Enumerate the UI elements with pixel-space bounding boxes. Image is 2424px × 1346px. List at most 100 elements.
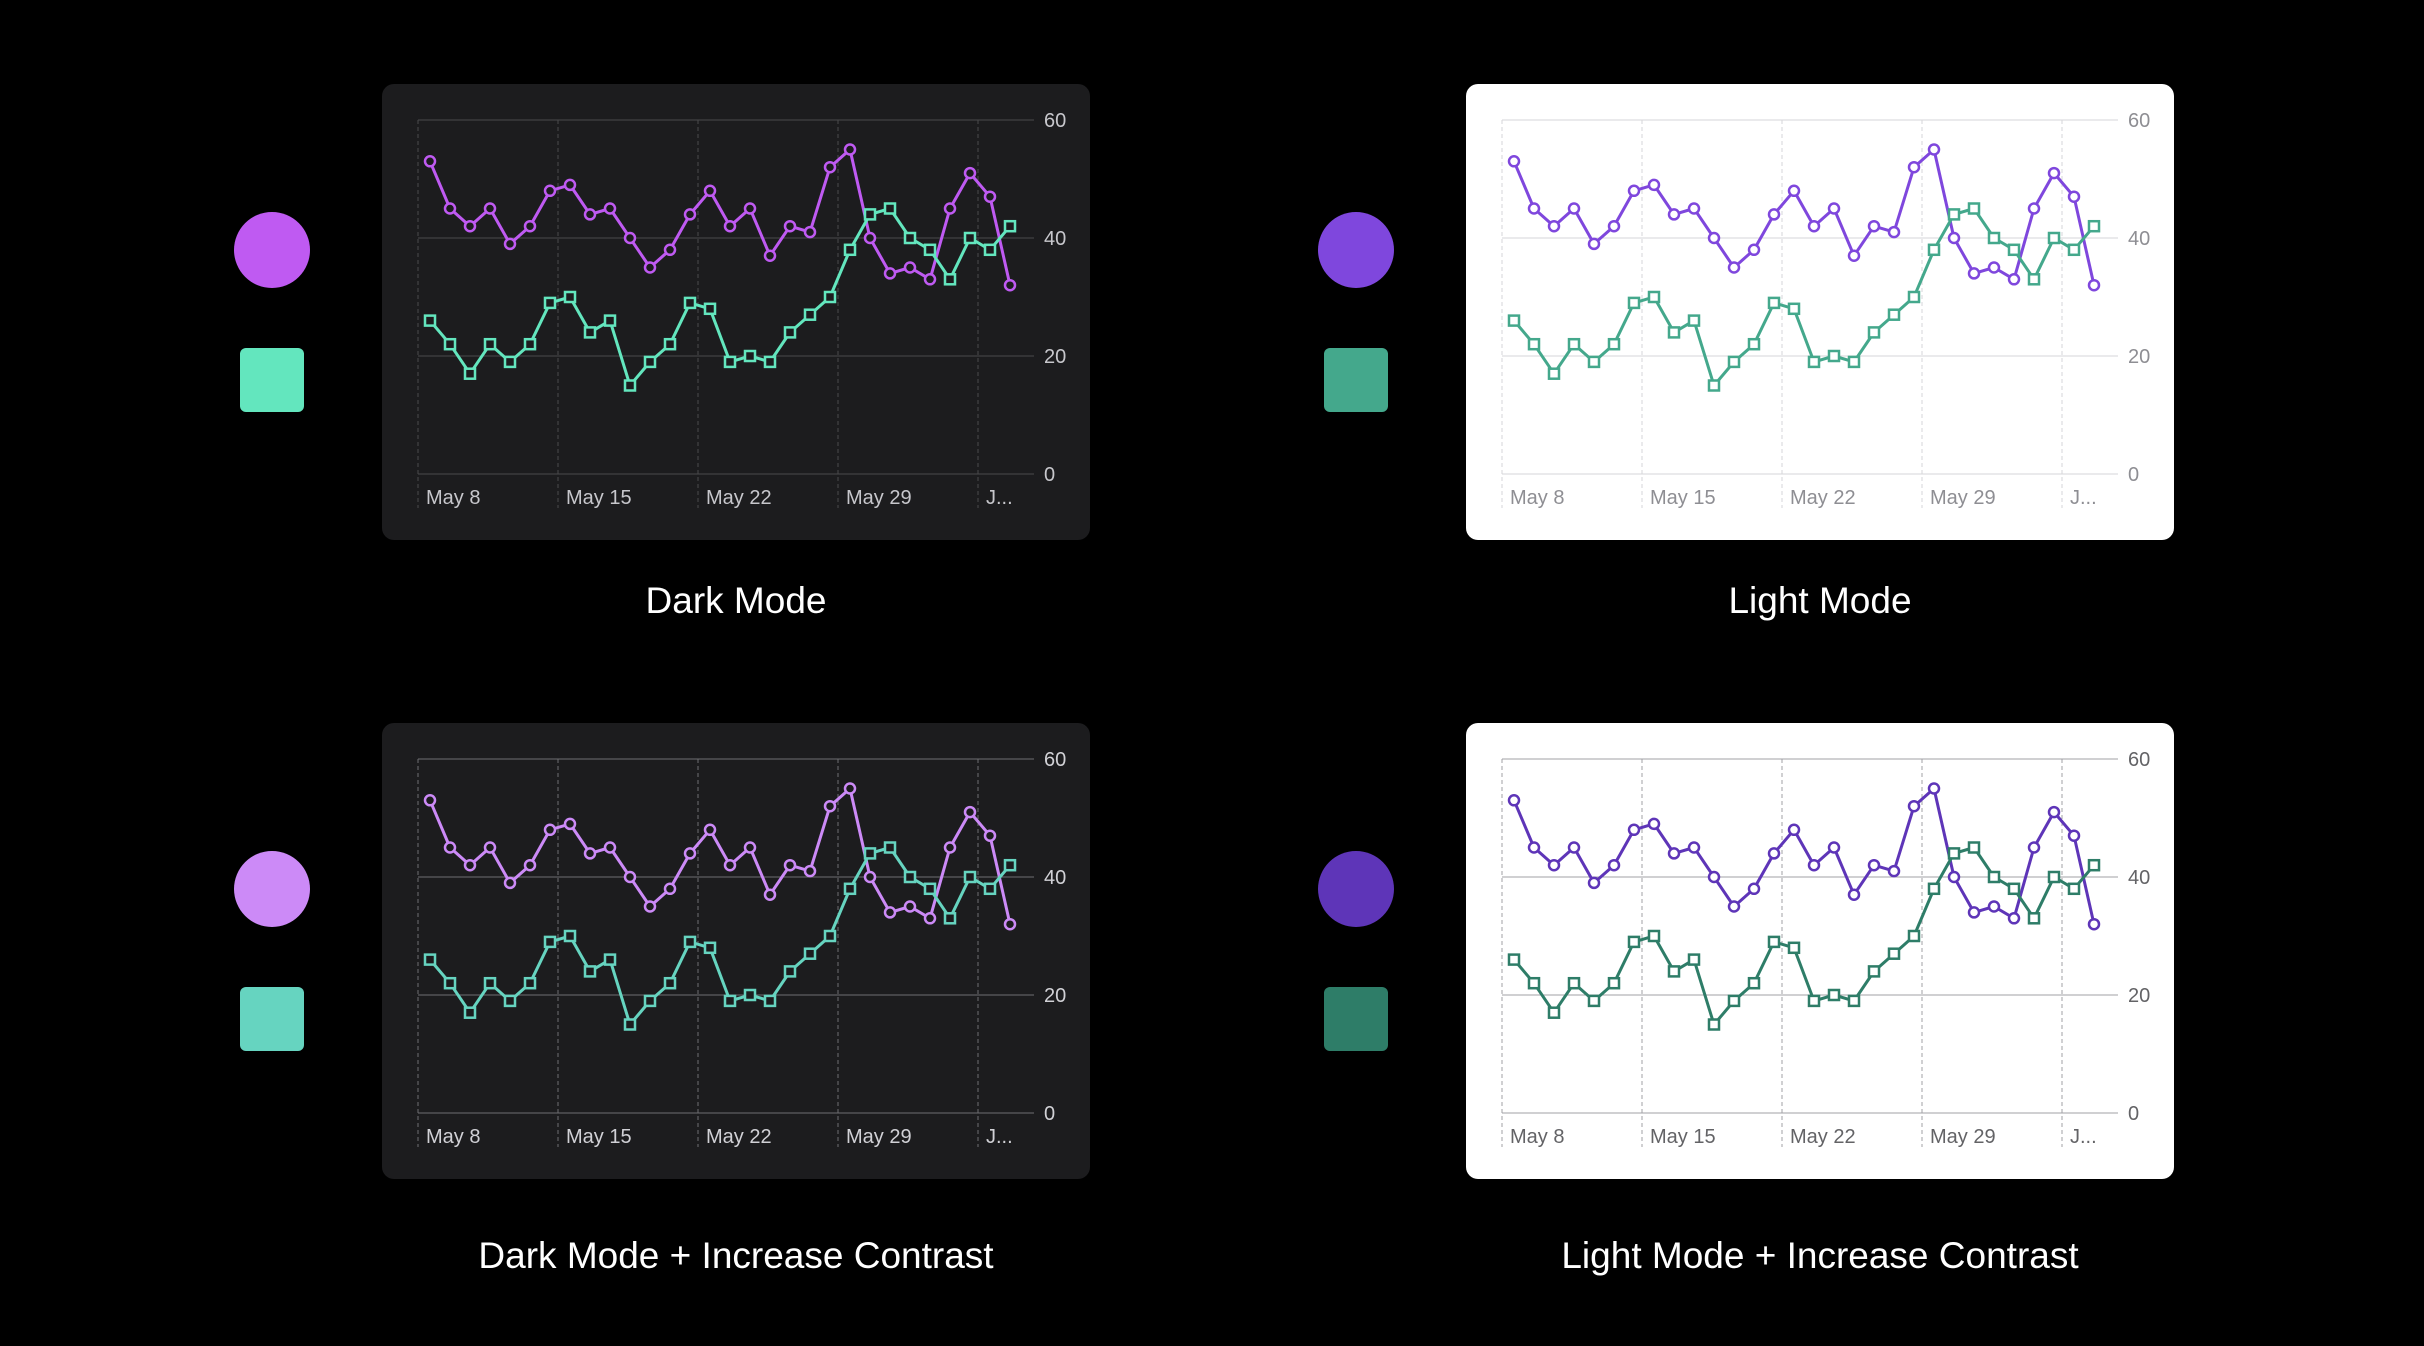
data-point-circle xyxy=(523,219,537,233)
data-point-circle xyxy=(423,794,437,807)
y-tick-label: 60 xyxy=(2128,110,2150,132)
purple-circle-swatch xyxy=(1318,212,1394,288)
x-tick-label: May 22 xyxy=(706,487,772,509)
x-tick-label: May 15 xyxy=(566,1126,632,1148)
data-point-square xyxy=(943,273,957,286)
panel-caption: Dark Mode + Increase Contrast xyxy=(478,1235,994,1276)
data-point-square xyxy=(443,976,457,990)
data-point-circle xyxy=(903,900,917,913)
data-point-circle xyxy=(783,858,797,872)
data-point-square xyxy=(743,988,757,1002)
data-point-circle xyxy=(2027,202,2041,215)
data-point-circle xyxy=(2027,841,2041,854)
data-point-circle xyxy=(1587,876,1601,890)
data-point-circle xyxy=(1787,823,1801,837)
purple-circle-swatch xyxy=(234,212,310,288)
series-line-circle xyxy=(1512,787,2096,925)
data-point-square xyxy=(643,355,657,369)
data-point-square xyxy=(1867,965,1881,978)
data-point-square xyxy=(1967,202,1981,215)
data-point-circle xyxy=(1847,888,1861,901)
data-point-circle xyxy=(903,261,917,274)
data-point-circle xyxy=(623,231,637,245)
data-point-circle xyxy=(1787,184,1801,198)
data-point-square xyxy=(1627,296,1641,310)
data-point-square xyxy=(1607,976,1621,990)
chart-card: 0 20 40 60 May 8 May 15 May 22 May 29 J... xyxy=(1466,723,2174,1179)
data-point-circle xyxy=(1727,261,1741,274)
data-point-circle xyxy=(963,805,977,819)
data-point-square xyxy=(1567,976,1581,990)
data-point-circle xyxy=(483,841,497,854)
data-point-square xyxy=(763,994,777,1008)
data-point-circle xyxy=(1607,858,1621,872)
data-point-square xyxy=(563,929,577,943)
line-chart: 0 20 40 60 May 8 May 15 May 22 May 29 J... xyxy=(1501,749,2150,1148)
x-tick-label: May 8 xyxy=(1510,1126,1564,1148)
data-point-circle xyxy=(823,799,837,813)
data-point-circle xyxy=(1547,219,1561,233)
data-point-square xyxy=(1647,290,1661,304)
data-point-circle xyxy=(2007,273,2021,286)
data-point-square xyxy=(523,976,537,990)
data-point-square xyxy=(1827,988,1841,1002)
data-point-square xyxy=(743,349,757,363)
data-point-circle xyxy=(923,912,937,925)
data-point-circle xyxy=(1567,202,1581,215)
x-tick-label: J... xyxy=(986,1126,1013,1148)
data-point-square xyxy=(1527,976,1541,990)
data-point-square xyxy=(923,243,937,257)
data-point-square xyxy=(1867,326,1881,339)
data-point-square xyxy=(483,337,497,351)
series-line-square xyxy=(1512,207,2096,387)
data-point-square xyxy=(443,337,457,351)
data-point-circle xyxy=(1527,841,1541,854)
data-point-square xyxy=(1767,296,1781,310)
data-point-square xyxy=(2047,870,2061,884)
data-point-square xyxy=(703,941,717,955)
data-point-square xyxy=(803,308,817,321)
data-point-square xyxy=(783,965,797,978)
data-point-square xyxy=(1667,326,1681,339)
data-point-square xyxy=(1727,994,1741,1008)
x-tick-label: May 15 xyxy=(1650,1126,1716,1148)
y-tick-label: 60 xyxy=(1044,110,1066,132)
data-point-square xyxy=(883,841,897,854)
data-point-square xyxy=(863,847,877,860)
data-point-square xyxy=(503,355,517,369)
teal-square-swatch xyxy=(1324,987,1388,1051)
data-point-circle xyxy=(823,160,837,174)
data-point-circle xyxy=(1647,178,1661,192)
data-point-square xyxy=(1807,994,1821,1008)
data-point-square xyxy=(2067,882,2081,896)
data-point-square xyxy=(903,231,917,245)
series-line-square xyxy=(1512,846,2096,1026)
x-tick-label: J... xyxy=(2070,1126,2097,1148)
data-point-square xyxy=(863,208,877,221)
data-point-circle xyxy=(1947,231,1961,245)
data-point-circle xyxy=(863,231,877,245)
x-tick-label: May 8 xyxy=(426,487,480,509)
data-point-square xyxy=(723,355,737,369)
data-point-circle xyxy=(2047,166,2061,180)
data-point-circle xyxy=(883,267,897,280)
data-point-square xyxy=(1547,1006,1561,1019)
data-point-circle xyxy=(1607,219,1621,233)
data-point-circle xyxy=(943,202,957,215)
x-tick-label: May 22 xyxy=(1790,487,1856,509)
teal-square-swatch xyxy=(240,348,304,412)
y-tick-label: 0 xyxy=(2128,464,2139,486)
x-tick-label: May 29 xyxy=(1930,1126,1996,1148)
data-point-circle xyxy=(743,841,757,854)
data-point-square xyxy=(2087,219,2101,233)
data-point-circle xyxy=(963,166,977,180)
y-tick-label: 60 xyxy=(2128,749,2150,771)
data-point-circle xyxy=(763,888,777,901)
data-point-square xyxy=(1003,219,1017,233)
y-tick-label: 40 xyxy=(2128,228,2150,250)
data-point-square xyxy=(663,337,677,351)
data-point-circle xyxy=(583,208,597,221)
data-point-circle xyxy=(923,273,937,286)
data-point-circle xyxy=(603,202,617,215)
data-point-circle xyxy=(1707,870,1721,884)
